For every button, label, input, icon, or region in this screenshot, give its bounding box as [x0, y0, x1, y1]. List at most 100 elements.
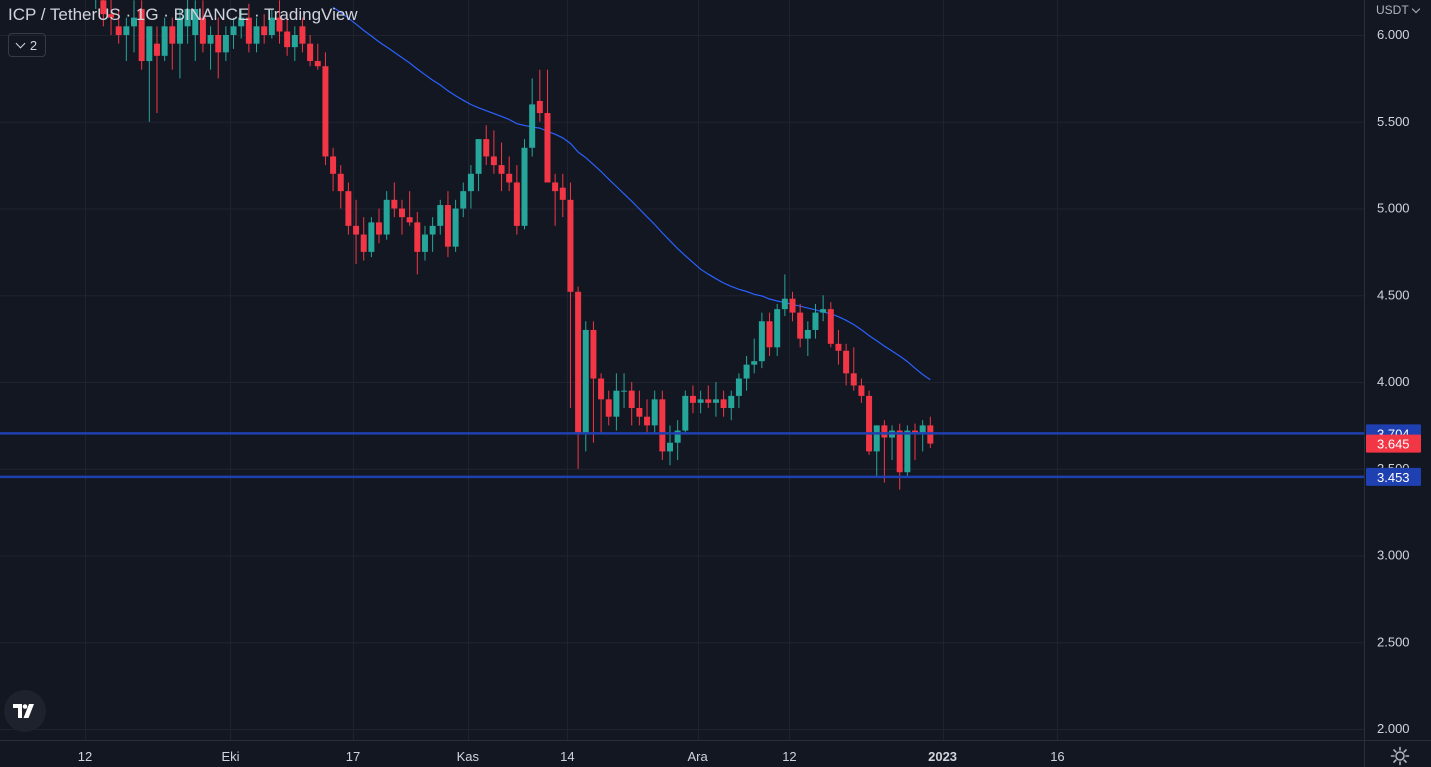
- currency-selector[interactable]: USDT: [1376, 3, 1420, 17]
- candle: [712, 382, 719, 417]
- candle-body: [345, 191, 352, 226]
- candle: [414, 211, 421, 275]
- candle: [398, 199, 405, 235]
- candle: [590, 321, 597, 443]
- candle-body: [644, 416, 651, 426]
- candle-body: [376, 222, 383, 235]
- candle: [276, 0, 283, 44]
- candle-body: [475, 139, 482, 174]
- candle-body: [552, 182, 559, 192]
- candle: [567, 182, 574, 409]
- candle-body: [682, 395, 689, 431]
- candle-body: [705, 399, 712, 403]
- candle: [153, 26, 160, 114]
- candle-body: [238, 17, 245, 27]
- candle-body: [330, 156, 337, 174]
- candle-body: [743, 364, 750, 379]
- time-axis[interactable]: 12 Eki 17 Kas 14 Ara 12 2023 16: [78, 749, 1065, 764]
- candle-body: [605, 399, 612, 417]
- candle: [858, 378, 865, 403]
- candle-body: [337, 173, 344, 192]
- y-tick-label: 6.000: [1377, 27, 1410, 42]
- candle: [353, 199, 360, 265]
- candle-body: [835, 343, 842, 351]
- candle: [391, 182, 398, 218]
- candle: [176, 8, 183, 79]
- candle: [138, 0, 145, 70]
- candle-body: [291, 35, 298, 48]
- gear-icon[interactable]: [1390, 746, 1410, 766]
- symbol-title: ICP / TetherUS · 1G · BINANCE · TradingV…: [8, 5, 358, 24]
- candle-body: [460, 191, 467, 209]
- candle-body: [207, 35, 214, 44]
- hline-price-label-bg: [1366, 467, 1421, 486]
- candle: [682, 390, 689, 435]
- candle-body: [529, 104, 536, 148]
- candle: [360, 217, 367, 261]
- candle-body: [781, 298, 788, 310]
- candle-body: [368, 222, 375, 252]
- candle: [368, 217, 375, 258]
- candle-body: [881, 425, 888, 438]
- candle-body: [659, 399, 666, 452]
- candle-body: [314, 61, 321, 67]
- candle: [666, 425, 673, 466]
- candle-body: [490, 156, 497, 166]
- candle: [697, 390, 704, 414]
- candle-body: [866, 395, 873, 452]
- tradingview-logo-glyph: [13, 704, 34, 718]
- candle-body: [437, 205, 444, 226]
- candle-body: [199, 17, 206, 44]
- hline-price-label: 3.453: [1377, 470, 1410, 485]
- candle: [835, 329, 842, 365]
- tradingview-logo-icon[interactable]: [4, 690, 46, 732]
- candle-body: [115, 26, 122, 35]
- candle: [919, 420, 926, 452]
- candle-body: [360, 234, 367, 252]
- x-tick-label: 17: [346, 749, 360, 764]
- candle-body: [131, 17, 138, 27]
- candle-body: [513, 182, 520, 226]
- candle-body: [720, 399, 727, 409]
- candle-body: [804, 329, 811, 339]
- candle-body: [850, 373, 857, 386]
- candle-body: [467, 173, 474, 192]
- currency-label: USDT: [1376, 3, 1409, 17]
- candle: [513, 165, 520, 235]
- candle-body: [697, 399, 704, 403]
- candle-body: [636, 408, 643, 417]
- candle: [866, 390, 873, 455]
- candle: [575, 286, 582, 469]
- candle-body: [253, 26, 260, 44]
- candle: [337, 165, 344, 209]
- candle-body: [483, 139, 490, 157]
- candle-body: [766, 321, 773, 348]
- candle: [781, 274, 788, 317]
- candle-body: [628, 390, 635, 409]
- candle-body: [391, 199, 398, 209]
- candle-body: [429, 225, 436, 235]
- x-tick-label: 12: [782, 749, 796, 764]
- candle: [467, 165, 474, 209]
- candle: [475, 139, 482, 192]
- candle-body: [498, 165, 505, 174]
- candle: [605, 390, 612, 426]
- candle-body: [621, 390, 628, 392]
- candle-body: [674, 430, 681, 443]
- x-tick-label: Eki: [221, 749, 239, 764]
- candle-body: [421, 234, 428, 252]
- candle: [536, 69, 543, 122]
- candle: [598, 373, 605, 435]
- x-tick-label: Ara: [687, 749, 708, 764]
- candle-body: [146, 26, 153, 62]
- x-tick-label: 2023: [928, 749, 957, 764]
- horizontal-lines[interactable]: [0, 432, 1364, 479]
- candle: [498, 142, 505, 192]
- candle-body: [138, 8, 145, 62]
- candle-body: [582, 329, 589, 435]
- legend-toggle-button[interactable]: 2: [8, 33, 46, 57]
- candle-body: [812, 312, 819, 330]
- candle-body: [176, 17, 183, 44]
- candles: [95, 0, 934, 490]
